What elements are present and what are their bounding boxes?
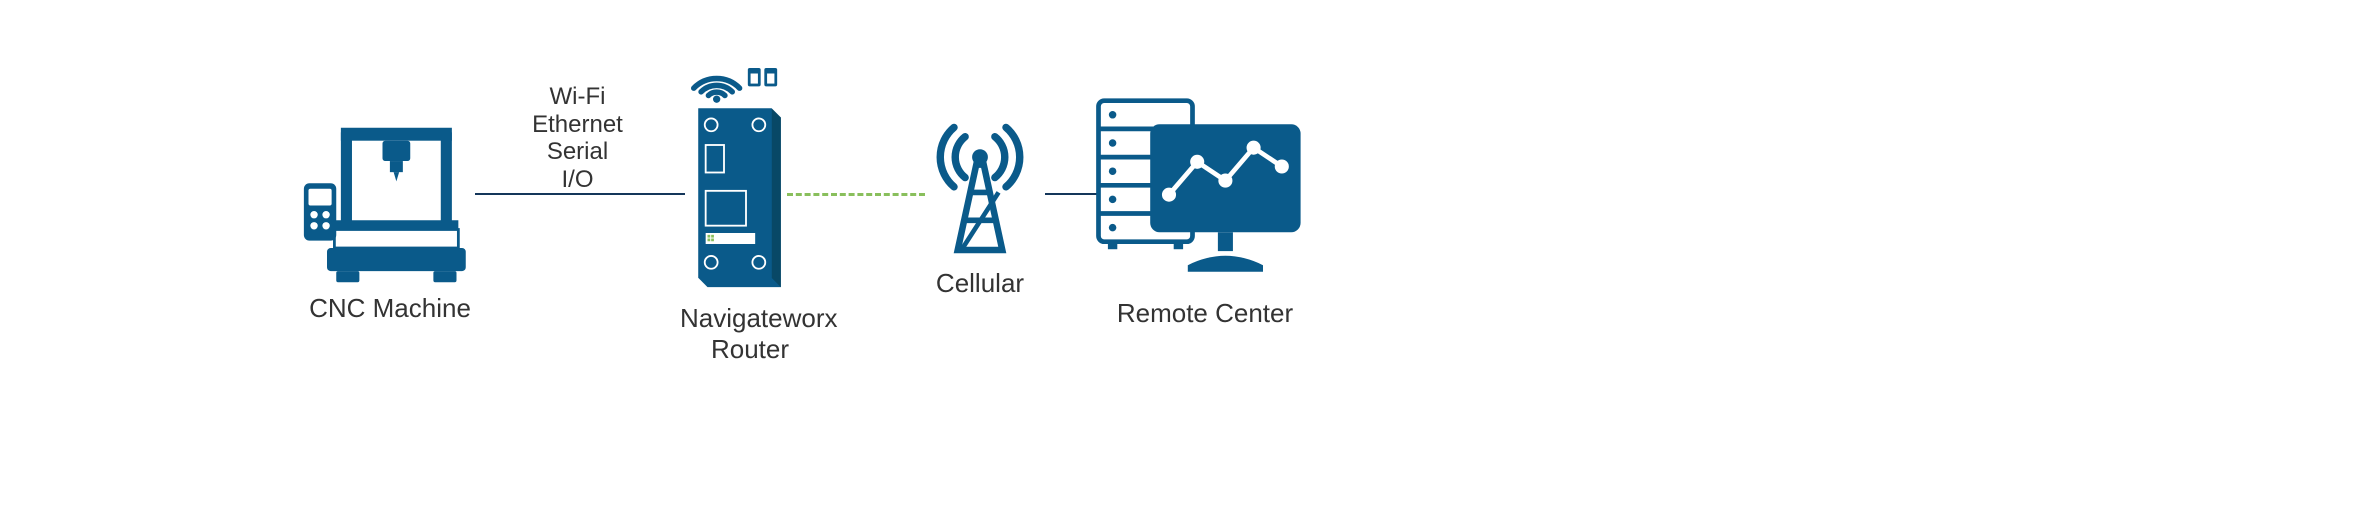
cellular-tower-icon: [915, 110, 1045, 260]
node-router: Navigateworx Router: [680, 50, 820, 365]
cellular-label: Cellular: [915, 268, 1045, 299]
router-icon: [680, 50, 790, 295]
remote-center-icon: [1075, 90, 1310, 290]
line-router-cellular: [787, 193, 925, 196]
network-diagram: CNC Machine Wi-Fi Ethernet Serial I/O: [0, 0, 2363, 521]
node-remote-center: Remote Center: [1075, 90, 1335, 329]
node-cellular: Cellular: [915, 110, 1045, 299]
router-label: Navigateworx Router: [680, 303, 820, 365]
node-cnc-machine: CNC Machine: [290, 100, 490, 324]
remote-label: Remote Center: [1075, 298, 1335, 329]
cnc-machine-icon: [290, 100, 475, 285]
line-cnc-router: [475, 193, 685, 195]
cnc-label: CNC Machine: [290, 293, 490, 324]
conn-label-cnc-router: Wi-Fi Ethernet Serial I/O: [520, 83, 635, 193]
